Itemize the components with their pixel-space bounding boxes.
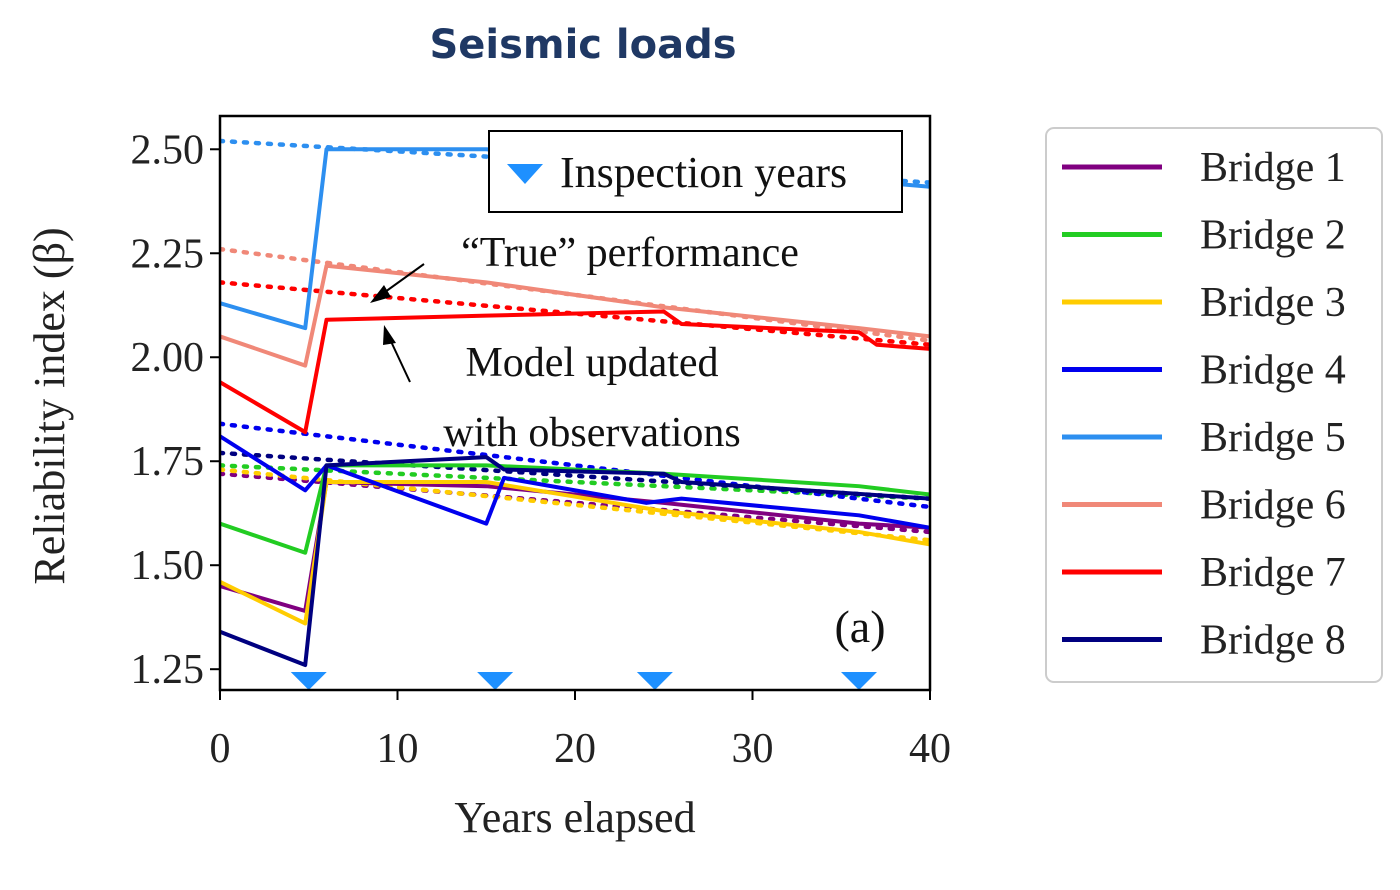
bridge-7-updated-line: [220, 309, 930, 435]
bridge-4-true-line: [220, 421, 930, 510]
annotation-model-updated-line1: Model updated: [465, 340, 718, 386]
inspection-legend-label: Inspection years: [560, 148, 847, 197]
inspection-marker-3: [636, 672, 673, 690]
series-legend: Bridge 1 Bridge 2 Bridge 3 Bridge 4 Bridge 5…: [1062, 145, 1346, 664]
bridge-4-updated-line: [220, 434, 930, 530]
inspection-marker-2: [477, 672, 514, 690]
bridge-6-legend-label: Bridge 6: [1200, 483, 1346, 529]
inspection-legend-marker: [507, 164, 543, 184]
chart-title: Seismic loads: [429, 22, 737, 68]
bridge-3-updated-line: [220, 480, 930, 626]
annotation-true-performance: “True” performance: [461, 230, 799, 276]
bridge-8-legend-label: Bridge 8: [1200, 618, 1346, 664]
panel-label: (a): [834, 601, 885, 652]
bridge-1-legend-label: Bridge 1: [1200, 145, 1346, 191]
bridge-2-legend-label: Bridge 2: [1200, 213, 1346, 259]
inspection-markers: [290, 672, 877, 690]
y-tick-label: 1.50: [131, 543, 205, 589]
x-tick-label: 0: [210, 726, 231, 772]
x-tick-label: 30: [732, 726, 774, 772]
annotation-model-updated-line2: with observations: [443, 410, 740, 456]
x-tick-label: 20: [554, 726, 596, 772]
annotation-arrow-model: [383, 325, 411, 383]
inspection-marker-1: [290, 672, 327, 690]
inspection-legend: Inspection years: [488, 130, 903, 213]
bridge-7-legend-label: Bridge 7: [1200, 550, 1346, 596]
y-tick-label: 1.25: [131, 647, 205, 693]
x-tick-label: 10: [377, 726, 419, 772]
bridge-4-legend-label: Bridge 4: [1200, 348, 1346, 394]
x-tick-label: 40: [909, 726, 951, 772]
x-axis-label: Years elapsed: [454, 793, 695, 842]
bridge-1-updated-line: [220, 480, 930, 613]
inspection-legend-box: [488, 130, 903, 213]
bridge-7-true-line: [220, 280, 930, 348]
updated-model-lines: [220, 147, 930, 668]
bridge-8-updated-line: [220, 455, 930, 668]
series-legend-box: [1045, 127, 1383, 683]
bridge-6-updated-line: [220, 263, 930, 368]
y-axis-ticks: 1.25 1.50 1.75 2.00 2.25 2.50: [131, 127, 220, 693]
bridge-5-legend-label: Bridge 5: [1200, 415, 1346, 461]
annotation-arrow-true: [370, 263, 425, 303]
bridge-2-updated-line: [220, 463, 930, 555]
y-axis-label: Reliability index (β): [25, 227, 74, 584]
bridge-3-legend-label: Bridge 3: [1200, 280, 1346, 326]
y-tick-label: 2.25: [131, 231, 205, 277]
x-axis-ticks: 0 10 20 30 40: [210, 690, 951, 772]
y-tick-label: 1.75: [131, 439, 205, 485]
inspection-marker-4: [841, 672, 877, 690]
y-tick-label: 2.00: [131, 335, 205, 381]
y-tick-label: 2.50: [131, 127, 205, 173]
